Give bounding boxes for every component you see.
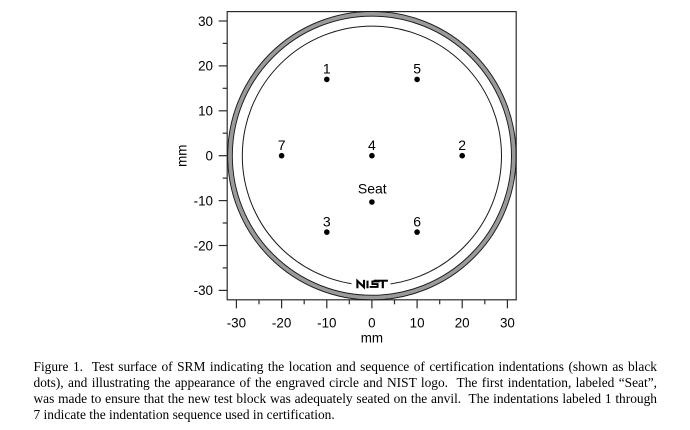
svg-text:-30: -30: [227, 316, 246, 331]
svg-text:6: 6: [413, 213, 421, 229]
svg-text:4: 4: [368, 137, 376, 153]
svg-text:7: 7: [278, 137, 286, 153]
svg-text:-20: -20: [272, 316, 291, 331]
svg-text:-30: -30: [194, 283, 213, 298]
svg-text:mm: mm: [361, 331, 383, 346]
svg-text:2: 2: [458, 137, 466, 153]
svg-text:0: 0: [206, 149, 213, 164]
svg-text:3: 3: [323, 213, 331, 229]
svg-text:5: 5: [413, 61, 421, 77]
svg-text:Seat: Seat: [358, 181, 387, 197]
svg-text:-10: -10: [317, 316, 336, 331]
svg-text:20: 20: [198, 59, 213, 74]
svg-text:-20: -20: [194, 238, 213, 253]
svg-text:0: 0: [368, 316, 375, 331]
svg-text:10: 10: [410, 316, 425, 331]
svg-text:30: 30: [500, 316, 515, 331]
svg-text:10: 10: [198, 104, 213, 119]
svg-text:30: 30: [198, 14, 213, 29]
svg-text:1: 1: [323, 61, 331, 77]
svg-text:20: 20: [455, 316, 470, 331]
svg-text:mm: mm: [175, 145, 190, 167]
svg-text:-10: -10: [194, 193, 213, 208]
